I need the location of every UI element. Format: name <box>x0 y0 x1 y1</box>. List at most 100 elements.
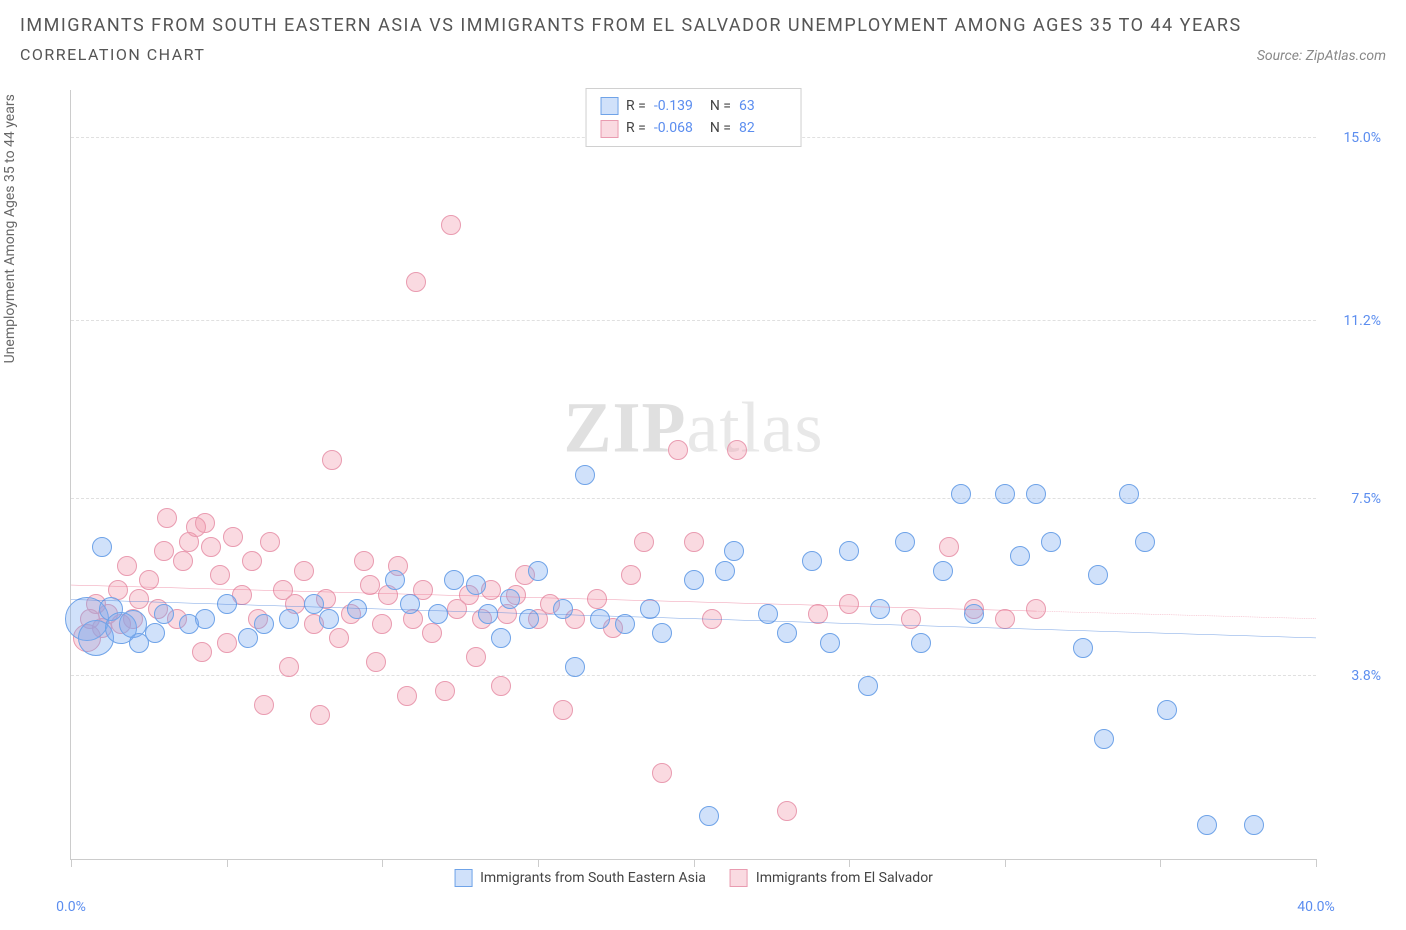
legend-item: Immigrants from El Salvador <box>730 869 933 887</box>
scatter-point <box>519 609 539 629</box>
scatter-point <box>129 589 149 609</box>
scatter-point <box>117 556 137 576</box>
scatter-point <box>702 609 722 629</box>
scatter-point <box>254 614 274 634</box>
series-swatch <box>600 97 618 115</box>
chart-header: IMMIGRANTS FROM SOUTH EASTERN ASIA VS IM… <box>0 0 1406 64</box>
scatter-point <box>933 561 953 581</box>
x-tick <box>71 859 72 867</box>
scatter-point <box>491 676 511 696</box>
scatter-point <box>727 440 747 460</box>
y-tick-label: 7.5% <box>1351 491 1381 507</box>
x-tick <box>1316 859 1317 867</box>
legend-item: Immigrants from South Eastern Asia <box>454 869 706 887</box>
scatter-point <box>139 570 159 590</box>
scatter-point <box>901 609 921 629</box>
n-label: N = <box>710 117 731 139</box>
subtitle-row: CORRELATION CHART Source: ZipAtlas.com <box>20 45 1386 64</box>
scatter-point <box>154 604 174 624</box>
trend-lines <box>71 90 1316 859</box>
scatter-point <box>294 561 314 581</box>
scatter-point <box>223 527 243 547</box>
scatter-point <box>553 700 573 720</box>
scatter-point <box>1135 532 1155 552</box>
scatter-point <box>575 465 595 485</box>
scatter-point <box>684 570 704 590</box>
scatter-point <box>634 532 654 552</box>
y-axis-label: Unemployment Among Ages 35 to 44 years <box>2 94 18 363</box>
scatter-point <box>621 565 641 585</box>
scatter-point <box>92 537 112 557</box>
scatter-point <box>870 599 890 619</box>
chart-subtitle: CORRELATION CHART <box>20 45 205 64</box>
scatter-point <box>157 508 177 528</box>
x-tick <box>382 859 383 867</box>
scatter-point <box>397 686 417 706</box>
r-value: -0.068 <box>654 117 702 139</box>
scatter-point <box>911 633 931 653</box>
scatter-point <box>587 589 607 609</box>
scatter-point <box>1010 546 1030 566</box>
scatter-point <box>964 604 984 624</box>
scatter-point <box>435 681 455 701</box>
scatter-point <box>715 561 735 581</box>
scatter-point <box>466 575 486 595</box>
scatter-point <box>347 599 367 619</box>
scatter-point <box>400 594 420 614</box>
correlation-legend: R =-0.139N =63R =-0.068N =82 <box>585 88 802 147</box>
series-name: Immigrants from El Salvador <box>756 870 933 886</box>
scatter-point <box>995 609 1015 629</box>
series-swatch <box>454 869 472 887</box>
x-axis-min-label: 0.0% <box>56 899 86 915</box>
plot-area: ZIPatlas R =-0.139N =63R =-0.068N =82 Im… <box>70 90 1316 860</box>
r-value: -0.139 <box>654 95 702 117</box>
chart-container: Unemployment Among Ages 35 to 44 years Z… <box>20 90 1386 890</box>
scatter-point <box>173 551 193 571</box>
scatter-point <box>195 609 215 629</box>
x-tick <box>1005 859 1006 867</box>
scatter-point <box>652 763 672 783</box>
scatter-point <box>319 609 339 629</box>
scatter-point <box>951 484 971 504</box>
scatter-point <box>354 551 374 571</box>
scatter-point <box>684 532 704 552</box>
scatter-point <box>565 657 585 677</box>
gridline <box>71 675 1316 676</box>
scatter-point <box>145 623 165 643</box>
scatter-point <box>360 575 380 595</box>
y-tick-label: 3.8% <box>1351 668 1381 684</box>
scatter-point <box>441 215 461 235</box>
scatter-point <box>1026 599 1046 619</box>
scatter-point <box>422 623 442 643</box>
x-tick <box>849 859 850 867</box>
x-tick <box>538 859 539 867</box>
scatter-point <box>640 599 660 619</box>
scatter-point <box>310 705 330 725</box>
scatter-point <box>895 532 915 552</box>
scatter-point <box>217 594 237 614</box>
scatter-point <box>217 633 237 653</box>
scatter-point <box>1088 565 1108 585</box>
x-tick <box>694 859 695 867</box>
chart-title: IMMIGRANTS FROM SOUTH EASTERN ASIA VS IM… <box>20 12 1386 41</box>
scatter-point <box>385 570 405 590</box>
source-attribution: Source: ZipAtlas.com <box>1257 48 1386 64</box>
scatter-point <box>1244 815 1264 835</box>
n-value: 82 <box>739 117 787 139</box>
scatter-point <box>528 561 548 581</box>
x-tick <box>227 859 228 867</box>
x-tick <box>1160 859 1161 867</box>
scatter-point <box>192 642 212 662</box>
scatter-point <box>758 604 778 624</box>
scatter-point <box>1197 815 1217 835</box>
scatter-point <box>1041 532 1061 552</box>
scatter-point <box>939 537 959 557</box>
scatter-point <box>478 604 498 624</box>
scatter-point <box>238 628 258 648</box>
scatter-point <box>1119 484 1139 504</box>
scatter-point <box>329 628 349 648</box>
scatter-point <box>652 623 672 643</box>
gridline <box>71 320 1316 321</box>
scatter-point <box>210 565 230 585</box>
scatter-point <box>201 537 221 557</box>
